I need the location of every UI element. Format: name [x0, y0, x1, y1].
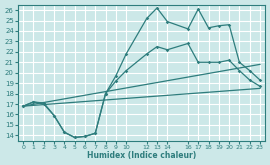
X-axis label: Humidex (Indice chaleur): Humidex (Indice chaleur): [87, 151, 196, 160]
